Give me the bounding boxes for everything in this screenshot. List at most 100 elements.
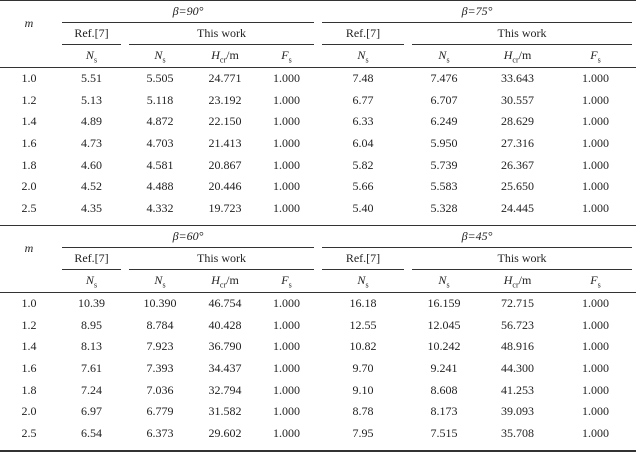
fs-value: 1.000 <box>273 92 300 107</box>
fs-value: 1.000 <box>582 317 609 332</box>
ns-value: 5.118 <box>146 92 174 107</box>
ns-value: 5.328 <box>430 200 458 215</box>
fs-value: 1.000 <box>273 200 300 215</box>
ref-ns-value: 8.95 <box>81 317 102 332</box>
fs-value: 1.000 <box>273 114 300 129</box>
m-value: 1.0 <box>21 71 37 86</box>
ns-value: 6.249 <box>430 114 458 129</box>
ref-ns-value: 4.35 <box>81 200 102 215</box>
m-value: 1.0 <box>21 296 37 311</box>
hcr-value: 27.316 <box>501 136 534 151</box>
m-value: 1.8 <box>21 382 37 397</box>
table-row: 1.8 4.60 4.581 20.867 1.000 5.82 5.739 26.367 1.… <box>0 154 636 176</box>
ref-header: Ref.[7] <box>62 248 121 270</box>
ref-ns-value: 6.33 <box>352 114 374 129</box>
hcr-header: Hcr/m <box>211 47 239 65</box>
ns-value: 7.476 <box>430 71 458 86</box>
ns-value: 7.393 <box>146 361 174 376</box>
beta-header: β=60° <box>172 229 204 243</box>
hcr-value: 39.093 <box>501 404 534 419</box>
hcr-value: 25.650 <box>501 179 534 194</box>
table-row: 1.2 5.13 5.118 23.192 1.000 6.77 6.707 30.557 1.… <box>0 90 636 112</box>
hcr-value: 35.708 <box>501 425 534 440</box>
fs-value: 1.000 <box>273 296 300 311</box>
ns-value: 8.608 <box>430 382 458 397</box>
hcr-value: 26.367 <box>501 157 534 172</box>
ref-ns-value: 5.40 <box>352 200 374 215</box>
table-row: 2.0 6.97 6.779 31.582 1.000 8.78 8.173 39.093 1.… <box>0 401 636 423</box>
ref-ns-value: 4.89 <box>81 114 102 129</box>
this-work-header: This work <box>412 23 632 45</box>
fs-value: 1.000 <box>582 157 609 172</box>
table-row: 1.8 7.24 7.036 32.794 1.000 9.10 8.608 41.253 1.… <box>0 379 636 401</box>
fs-value: 1.000 <box>582 200 609 215</box>
fs-value: 1.000 <box>582 296 609 311</box>
ns-header: Ns <box>85 47 98 65</box>
fs-value: 1.000 <box>273 339 300 354</box>
hcr-header: Hcr/m <box>211 272 239 290</box>
fs-value: 1.000 <box>582 136 609 151</box>
ref-ns-value: 5.82 <box>352 157 374 172</box>
ref-ns-value: 6.54 <box>81 425 102 440</box>
m-value: 2.5 <box>21 425 37 440</box>
ref-ns-value: 16.18 <box>349 296 377 311</box>
table-row: 2.0 4.52 4.488 20.446 1.000 5.66 5.583 25.650 1.… <box>0 176 636 198</box>
ns-value: 7.036 <box>146 382 174 397</box>
fs-value: 1.000 <box>273 404 300 419</box>
ns-header: Ns <box>438 47 450 65</box>
hcr-value: 21.413 <box>208 136 242 151</box>
ref-header: Ref.[7] <box>62 23 121 45</box>
fs-header: Fs <box>281 272 292 290</box>
fs-value: 1.000 <box>582 382 609 397</box>
this-work-header: This work <box>412 248 632 270</box>
ns-value: 6.779 <box>146 404 174 419</box>
ref-ns-value: 10.39 <box>78 296 105 311</box>
ref-ns-value: 6.97 <box>81 404 102 419</box>
fs-value: 1.000 <box>582 339 609 354</box>
beta-header: β=45° <box>461 229 493 243</box>
hcr-value: 41.253 <box>501 382 534 397</box>
m-header: m <box>24 15 34 30</box>
fs-value: 1.000 <box>273 361 300 376</box>
hcr-value: 30.557 <box>501 92 534 107</box>
ns-value: 7.515 <box>430 425 458 440</box>
table-row: 1.2 8.95 8.784 40.428 1.000 12.55 12.045 56.723… <box>0 315 636 337</box>
m-value: 1.6 <box>21 136 37 151</box>
table-block: m β=90° β=75° Ref.[7] This work Ref.[7] This w… <box>0 0 636 225</box>
ns-value: 12.045 <box>427 317 461 332</box>
fs-value: 1.000 <box>273 71 300 86</box>
hcr-value: 56.723 <box>501 317 534 332</box>
ref-ns-value: 9.70 <box>352 361 374 376</box>
hcr-value: 44.300 <box>501 361 534 376</box>
ref-ns-value: 6.04 <box>352 136 374 151</box>
table-row: 2.5 6.54 6.373 29.602 1.000 7.95 7.515 35.708 1.… <box>0 423 636 445</box>
ns-value: 10.242 <box>427 339 461 354</box>
hcr-value: 24.445 <box>501 200 534 215</box>
ref-ns-value: 8.78 <box>352 404 374 419</box>
m-value: 1.2 <box>21 92 37 107</box>
ref-ns-value: 5.66 <box>352 179 374 194</box>
fs-value: 1.000 <box>582 404 609 419</box>
fs-value: 1.000 <box>582 361 609 376</box>
ns-header: Ns <box>357 47 369 65</box>
fs-value: 1.000 <box>273 179 300 194</box>
beta-header: β=75° <box>461 4 493 18</box>
ns-value: 4.332 <box>146 200 174 215</box>
fs-value: 1.000 <box>273 382 300 397</box>
hcr-header: Hcr/m <box>503 272 532 290</box>
hcr-value: 24.771 <box>208 71 242 86</box>
fs-value: 1.000 <box>273 157 300 172</box>
fs-value: 1.000 <box>582 92 609 107</box>
hcr-value: 28.629 <box>501 114 534 129</box>
fs-header: Fs <box>590 47 601 65</box>
table-row: 1.0 10.39 10.390 46.754 1.000 16.18 16.159 72.7… <box>0 293 636 315</box>
hcr-value: 22.150 <box>208 114 242 129</box>
ns-value: 4.581 <box>146 157 174 172</box>
fs-value: 1.000 <box>582 114 609 129</box>
table-block: m β=60° β=45° Ref.[7] This work Ref.[7] This w… <box>0 225 636 452</box>
hcr-value: 20.446 <box>208 179 242 194</box>
hcr-value: 20.867 <box>208 157 242 172</box>
ref-ns-value: 4.52 <box>81 179 102 194</box>
ns-header: Ns <box>438 272 450 290</box>
ref-ns-value: 4.60 <box>81 157 102 172</box>
